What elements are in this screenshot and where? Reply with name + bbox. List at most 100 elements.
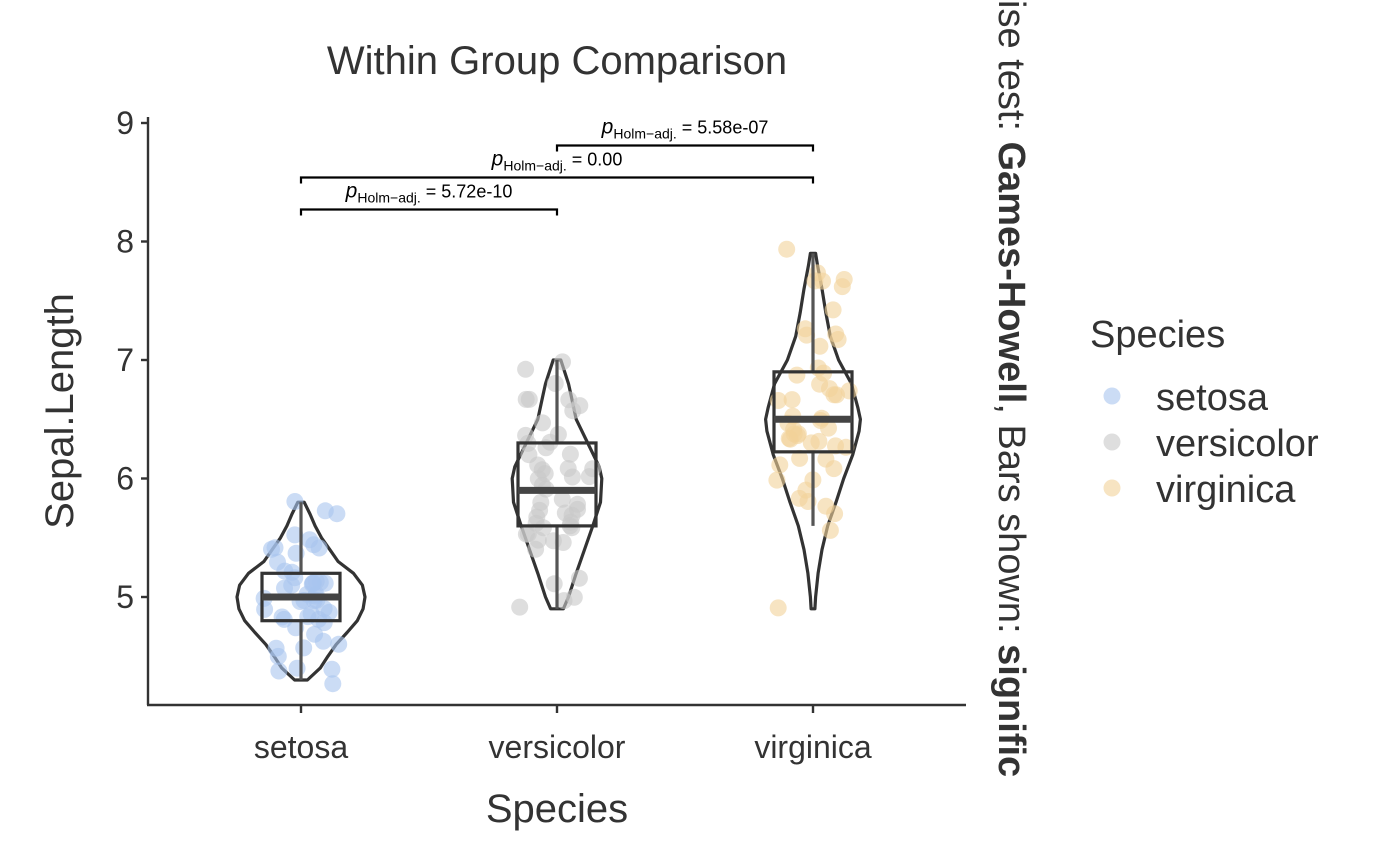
data-point (511, 598, 529, 616)
data-point (580, 468, 598, 486)
data-point (295, 639, 313, 657)
data-point (768, 471, 786, 489)
data-point (835, 271, 853, 288)
data-point (570, 569, 588, 587)
data-point (785, 425, 803, 443)
y-tick-label: 6 (116, 461, 134, 497)
p-symbol: p (491, 148, 504, 171)
data-point (561, 445, 579, 463)
data-point (827, 437, 844, 455)
data-point (314, 632, 332, 650)
data-point (534, 414, 551, 432)
x-ticks: setosa versicolor virginica (254, 705, 872, 765)
data-point (817, 450, 835, 468)
p-symbol: p (601, 116, 614, 139)
legend-key-setosa (1103, 387, 1121, 405)
p-subscript: Holm−adj. (357, 190, 420, 206)
data-point (324, 675, 342, 693)
data-point (824, 301, 842, 319)
data-point (769, 599, 787, 617)
data-point (797, 481, 815, 499)
data-point (788, 366, 806, 384)
data-point (276, 579, 293, 597)
data-point (825, 386, 843, 404)
data-point (814, 272, 831, 290)
legend-key-versicolor (1103, 433, 1121, 451)
side-caption: ise test: Games-Howell, Bars shown: sign… (990, 0, 1032, 777)
data-point (811, 337, 829, 355)
chart-title: Within Group Comparison (327, 39, 787, 83)
data-point (546, 375, 564, 392)
data-point (328, 505, 346, 523)
legend-key-virginica (1103, 479, 1121, 497)
data-point (273, 608, 291, 626)
data-point (301, 531, 319, 549)
y-axis-title: Sepal.Length (38, 293, 82, 529)
data-point (266, 539, 284, 557)
data-point (817, 497, 835, 515)
x-tick-label-virginica: virginica (754, 729, 872, 765)
violin-virginica (764, 251, 862, 611)
data-point (520, 446, 538, 464)
data-point (286, 526, 304, 544)
side-caption-bars: signific (990, 644, 1032, 777)
y-tick-label: 8 (116, 224, 134, 260)
y-ticks: 5 6 7 8 9 (116, 105, 148, 615)
comparison-bracket-1 (299, 176, 815, 184)
y-tick-label: 5 (116, 579, 134, 615)
p-subscript: Holm−adj. (613, 126, 676, 142)
box-virginica (772, 370, 854, 454)
data-point (563, 519, 581, 537)
side-caption-test-name: Games-Howell (990, 142, 1032, 404)
data-point (821, 521, 839, 539)
legend-label-virginica: virginica (1156, 469, 1296, 511)
comparison-label-2: pHolm−adj. = 5.58e-07 (601, 116, 769, 142)
x-tick-label-versicolor: versicolor (489, 729, 626, 765)
comparison-label-0: pHolm−adj. = 5.72e-10 (345, 180, 513, 206)
data-point (529, 531, 547, 549)
data-point (563, 506, 581, 524)
data-point (288, 659, 306, 677)
y-tick-label: 7 (116, 342, 134, 378)
side-caption-part1: ise test: (990, 0, 1032, 142)
legend-title: Species (1090, 314, 1225, 356)
comparison-bracket-2 (555, 144, 815, 152)
data-point (791, 449, 809, 467)
legend-label-versicolor: versicolor (1156, 423, 1319, 465)
side-caption-part2: , Bars shown: (990, 403, 1032, 644)
data-point (533, 461, 551, 479)
data-point (783, 391, 801, 409)
comparison-label-1: pHolm−adj. = 0.00 (491, 148, 623, 174)
data-point (269, 553, 286, 571)
x-axis-title: Species (486, 787, 628, 831)
boxes-layer (260, 253, 854, 680)
data-point (771, 456, 789, 474)
data-point (269, 647, 287, 665)
box-versicolor (516, 441, 598, 528)
data-point (330, 635, 348, 653)
legend-label-setosa: setosa (1156, 377, 1269, 419)
points-layer (255, 240, 858, 693)
data-point (798, 326, 816, 344)
data-point (517, 390, 535, 408)
data-point (286, 493, 304, 510)
data-point (769, 392, 787, 409)
data-point (563, 468, 581, 486)
data-point (778, 240, 796, 258)
p-value: = 0.00 (567, 150, 623, 170)
y-tick-label: 9 (116, 105, 134, 141)
data-point (323, 660, 341, 678)
data-point (554, 534, 572, 551)
p-subscript: Holm−adj. (503, 158, 566, 174)
data-point (565, 588, 583, 606)
data-point (270, 662, 288, 680)
data-point (315, 614, 333, 632)
data-point (303, 575, 321, 593)
data-point (811, 375, 829, 393)
data-point (517, 360, 535, 378)
data-point (527, 514, 545, 532)
